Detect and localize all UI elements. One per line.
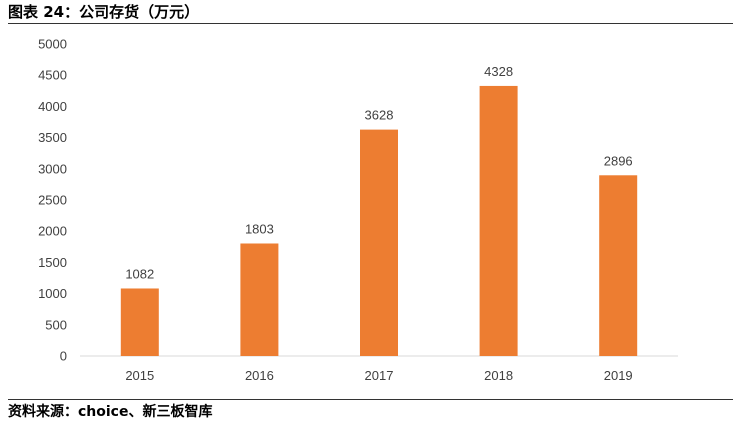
x-tick-label-2017: 2017 bbox=[365, 368, 394, 383]
bars-group bbox=[120, 85, 638, 356]
y-tick-label: 4500 bbox=[38, 68, 67, 83]
data-label-2015: 1082 bbox=[125, 266, 154, 281]
y-tick-label: 3000 bbox=[38, 161, 67, 176]
y-tick-label: 3500 bbox=[38, 130, 67, 145]
y-tick-label: 5000 bbox=[38, 37, 67, 52]
y-axis-ticks: 0 500 1000 1500 2000 2500 3000 3500 4000 4500 5000 bbox=[38, 37, 67, 364]
y-tick-label: 0 bbox=[60, 349, 67, 364]
bar-2015 bbox=[120, 288, 159, 356]
y-tick-label: 500 bbox=[45, 317, 67, 332]
bottom-rule bbox=[8, 399, 733, 400]
y-tick-label: 1500 bbox=[38, 255, 67, 270]
data-label-2016: 1803 bbox=[245, 221, 274, 236]
x-tick-label-2015: 2015 bbox=[125, 368, 154, 383]
y-tick-label: 4000 bbox=[38, 99, 67, 114]
y-tick-label: 2500 bbox=[38, 193, 67, 208]
bar-2018 bbox=[479, 85, 518, 356]
x-tick-label-2019: 2019 bbox=[604, 368, 633, 383]
y-tick-label: 1000 bbox=[38, 286, 67, 301]
x-tick-label-2016: 2016 bbox=[245, 368, 274, 383]
y-tick-label: 2000 bbox=[38, 224, 67, 239]
x-axis-ticks: 2015 2016 2017 2018 2019 bbox=[125, 368, 632, 383]
data-labels-group: 1082 1803 3628 4328 2896 bbox=[125, 64, 632, 282]
top-rule bbox=[8, 23, 733, 24]
figure-title: 图表 24：公司存货（万元） bbox=[8, 3, 200, 21]
bar-2016 bbox=[240, 243, 279, 356]
x-tick-label-2018: 2018 bbox=[484, 368, 513, 383]
data-label-2017: 3628 bbox=[365, 108, 394, 123]
data-label-2018: 4328 bbox=[484, 64, 513, 79]
source-note: 资料来源：choice、新三板智库 bbox=[8, 404, 213, 420]
bar-2017 bbox=[360, 129, 398, 356]
bar-2019 bbox=[599, 175, 638, 356]
data-label-2019: 2896 bbox=[604, 153, 633, 168]
